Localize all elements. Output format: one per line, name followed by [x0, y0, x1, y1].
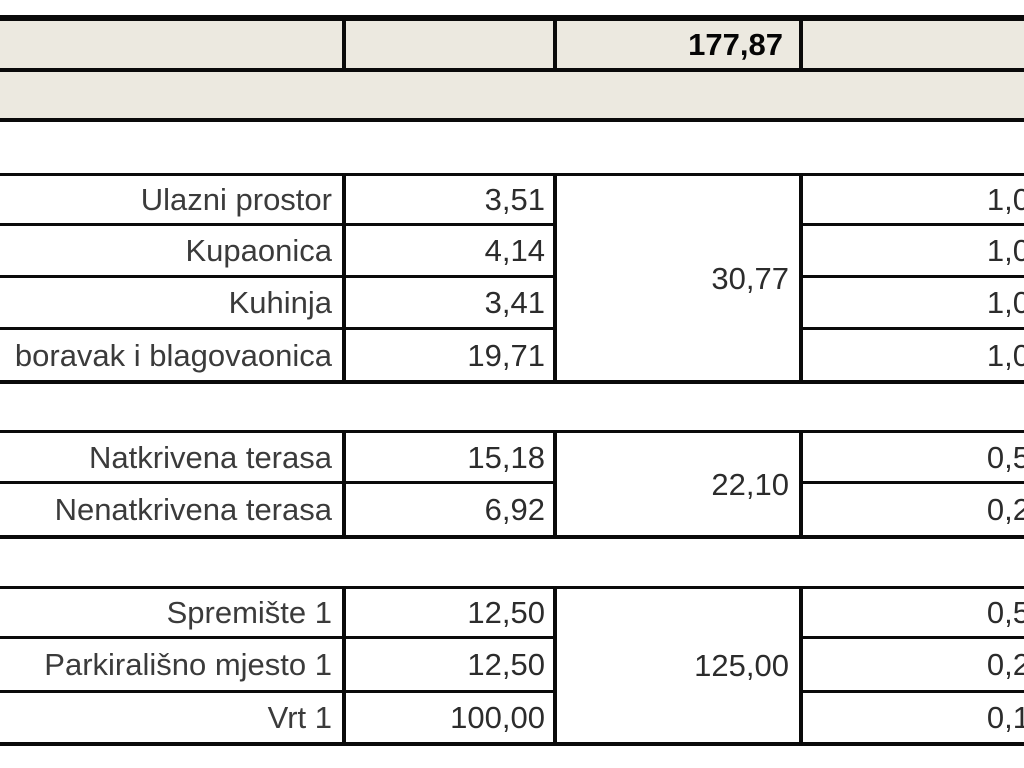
area-value: 6,92: [484, 492, 545, 527]
border: [342, 430, 346, 539]
border: [553, 586, 557, 746]
room-label: Natkrivena terasa: [89, 439, 332, 475]
room-label: Parkirališno mjesto 1: [44, 647, 332, 682]
grand-total-value: 177,87: [688, 27, 783, 62]
border: [0, 636, 557, 639]
header-band-empty: [0, 72, 1024, 118]
border: [342, 21, 346, 68]
border: [799, 586, 803, 746]
border: [799, 690, 1024, 693]
border: [0, 690, 557, 693]
border: [0, 118, 1024, 122]
border: [0, 535, 1024, 539]
border: [553, 173, 557, 384]
room-label: Nenatkrivena terasa: [54, 492, 332, 527]
coefficient-value: 0,5: [986, 439, 1024, 475]
area-value: 12,50: [467, 595, 545, 630]
border: [0, 173, 1024, 176]
room-label: Ulazni prostor: [140, 182, 332, 217]
border: [799, 223, 1024, 226]
border: [799, 21, 803, 68]
coefficient-value: 0,2: [986, 647, 1024, 682]
border: [0, 380, 1024, 384]
border: [0, 327, 557, 330]
coefficient-value: 0,2: [986, 492, 1024, 527]
border: [0, 430, 1024, 433]
coefficient-value: 0,5: [986, 595, 1024, 630]
border: [799, 327, 1024, 330]
border: [342, 173, 346, 384]
subtotal-value: 30,77: [711, 260, 789, 296]
border: [799, 481, 1024, 484]
area-value: 15,18: [467, 439, 545, 475]
header-row: [0, 21, 1024, 68]
coefficient-value: 1,0: [986, 182, 1024, 217]
area-value: 100,00: [450, 700, 545, 735]
room-label: Spremište 1: [166, 595, 332, 630]
area-value: 3,51: [484, 182, 545, 217]
area-value: 12,50: [467, 647, 545, 682]
border: [0, 15, 1024, 21]
border: [0, 481, 557, 484]
room-label: Kupaonica: [185, 233, 332, 268]
subtotal-value: 22,10: [711, 466, 789, 502]
border: [799, 636, 1024, 639]
area-value: 19,71: [467, 337, 545, 373]
border: [342, 586, 346, 746]
border: [0, 275, 557, 278]
border: [799, 173, 803, 384]
area-value: 4,14: [484, 233, 545, 268]
border: [0, 586, 1024, 589]
border: [553, 21, 557, 68]
border: [553, 430, 557, 539]
border: [799, 430, 803, 539]
coefficient-value: 1,0: [986, 285, 1024, 320]
border: [0, 68, 1024, 72]
area-value: 3,41: [484, 285, 545, 320]
coefficient-value: 1,0: [986, 233, 1024, 268]
border: [0, 742, 1024, 746]
room-label: Vrt 1: [267, 700, 332, 735]
subtotal-value: 125,00: [694, 648, 789, 683]
coefficient-value: 1,0: [986, 337, 1024, 373]
border: [799, 275, 1024, 278]
room-label: boravak i blagovaonica: [14, 337, 332, 373]
room-label: Kuhinja: [228, 285, 332, 320]
border: [0, 223, 557, 226]
coefficient-value: 0,1: [986, 700, 1024, 735]
